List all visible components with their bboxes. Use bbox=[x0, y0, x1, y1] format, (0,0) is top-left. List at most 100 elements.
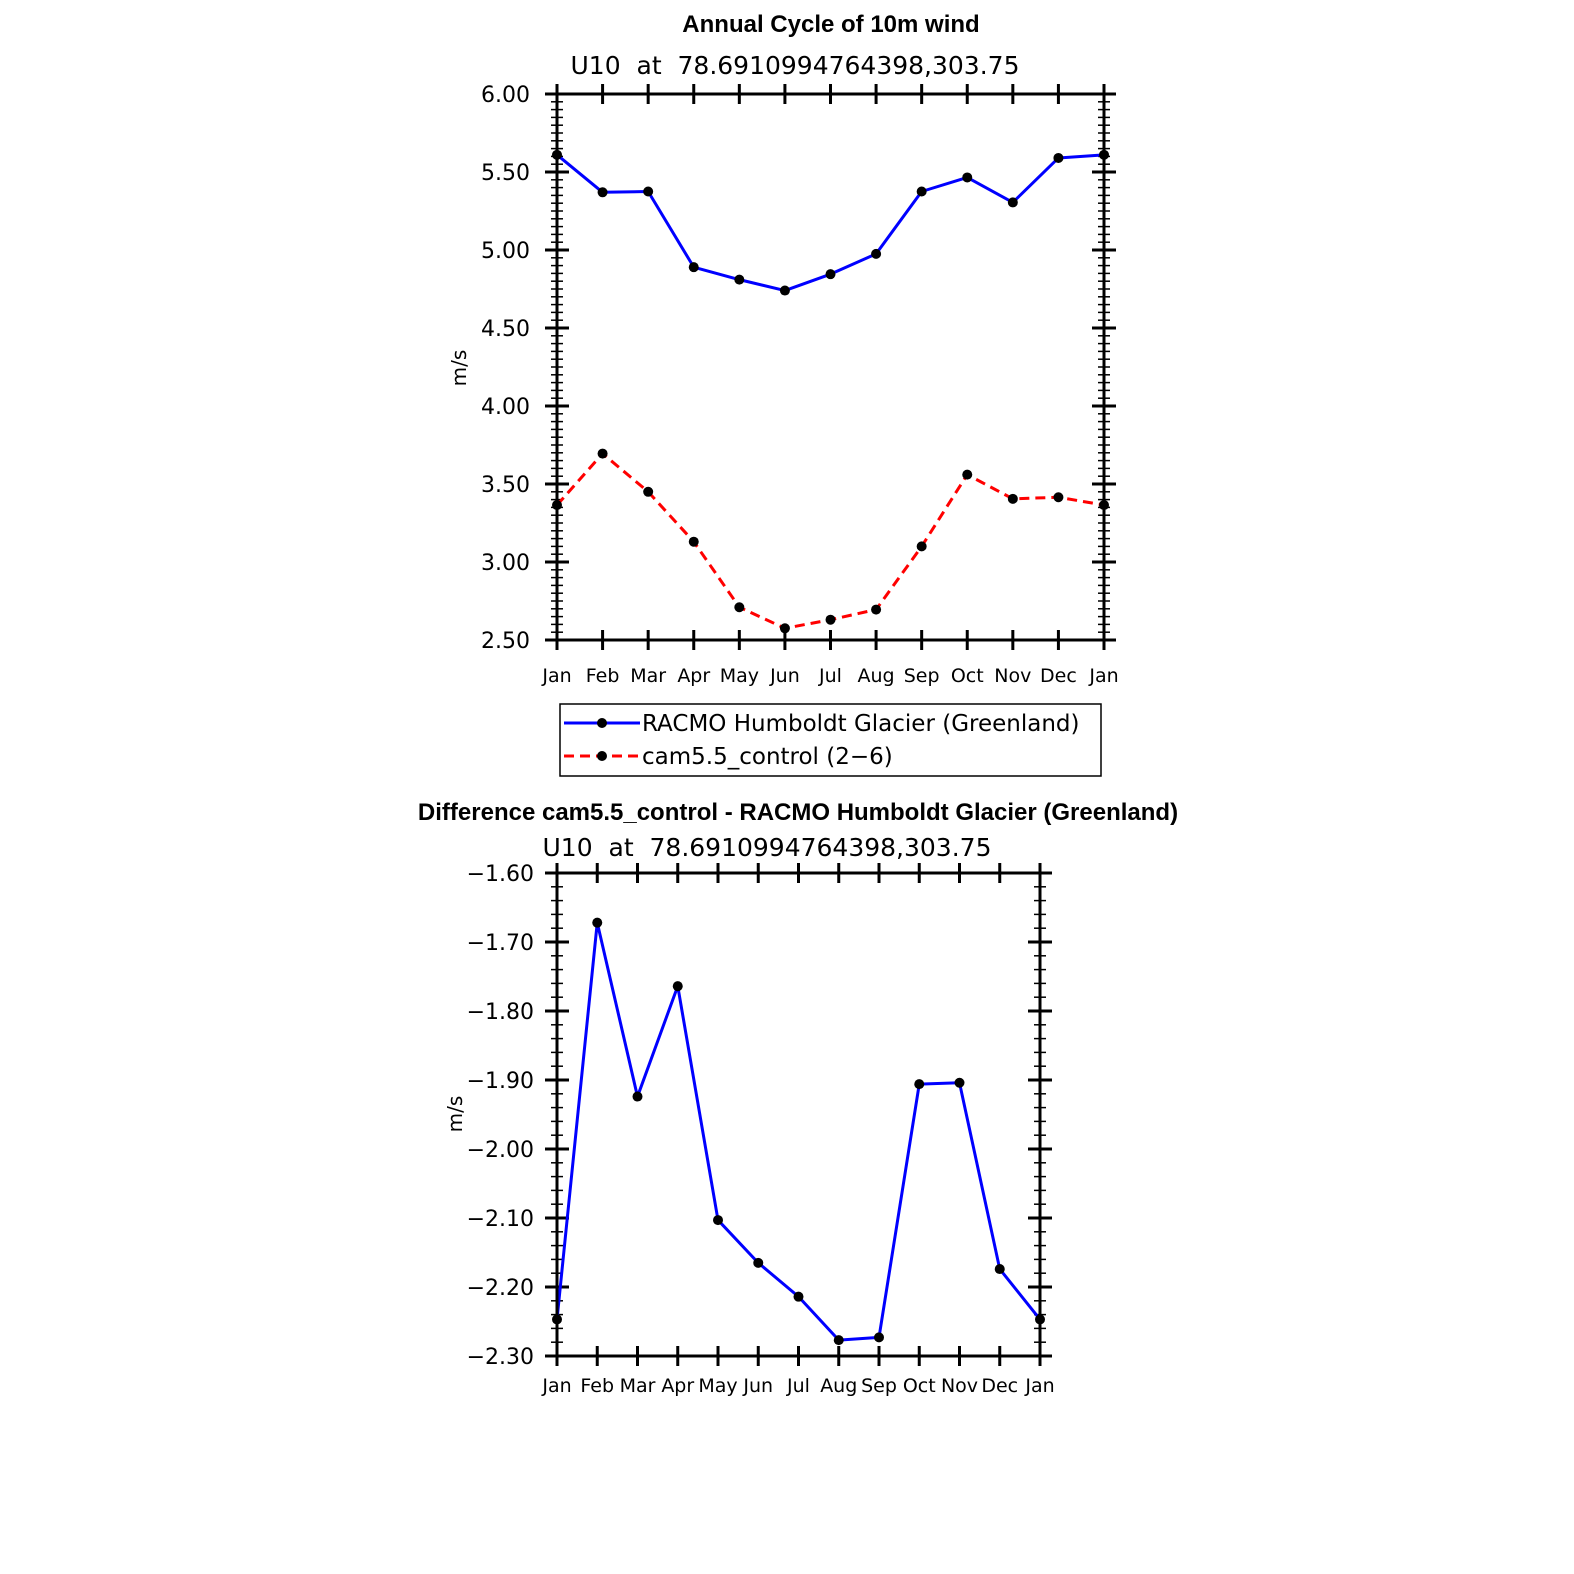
x-tick-label: Nov bbox=[994, 665, 1031, 687]
data-point bbox=[592, 917, 603, 928]
legend-marker-cam bbox=[597, 751, 607, 761]
data-point bbox=[962, 469, 973, 480]
y-tick-label: 2.50 bbox=[481, 629, 530, 654]
data-point bbox=[914, 1079, 925, 1090]
y-tick-label: −1.70 bbox=[467, 931, 534, 956]
x-tick-label: Jun bbox=[742, 1375, 773, 1397]
x-tick-label: Dec bbox=[1040, 665, 1077, 687]
data-point bbox=[688, 536, 699, 547]
data-point bbox=[793, 1291, 804, 1302]
chart2-ticks bbox=[545, 863, 1052, 1366]
y-tick-label: −2.20 bbox=[467, 1276, 534, 1301]
x-tick-label: Feb bbox=[586, 665, 620, 687]
data-point bbox=[643, 186, 654, 197]
y-tick-label: 3.00 bbox=[481, 551, 530, 576]
legend-box bbox=[559, 703, 1102, 777]
x-tick-label: Oct bbox=[903, 1375, 936, 1397]
difference-chart: Difference cam5.5_control - RACMO Humbol… bbox=[418, 799, 1178, 1397]
data-point bbox=[871, 248, 882, 259]
annual-cycle-chart: Annual Cycle of 10m wind U10 at 78.69109… bbox=[447, 11, 1119, 777]
x-tick-label: Feb bbox=[580, 1375, 614, 1397]
data-point bbox=[825, 614, 836, 625]
y-tick-label: −1.90 bbox=[467, 1069, 534, 1094]
y-tick-label: 4.00 bbox=[481, 395, 530, 420]
data-point bbox=[734, 274, 745, 285]
y-tick-label: −1.80 bbox=[467, 1000, 534, 1025]
y-tick-label: 6.00 bbox=[481, 83, 530, 108]
chart1-plot-frame bbox=[555, 92, 1106, 642]
y-tick-label: −2.10 bbox=[467, 1207, 534, 1232]
x-tick-label: Jun bbox=[769, 665, 800, 687]
x-tick-label: Sep bbox=[904, 665, 940, 687]
y-tick-label: 5.00 bbox=[481, 239, 530, 264]
data-point bbox=[688, 262, 699, 273]
y-tick-label: 5.50 bbox=[481, 161, 530, 186]
x-tick-label: Sep bbox=[861, 1375, 897, 1397]
legend-label-racmo: RACMO Humboldt Glacier (Greenland) bbox=[642, 711, 1079, 737]
data-point bbox=[916, 541, 927, 552]
data-point bbox=[1053, 492, 1064, 503]
data-point bbox=[632, 1091, 643, 1102]
x-tick-label: Apr bbox=[661, 1375, 694, 1397]
data-point bbox=[734, 602, 745, 613]
chart1-ticks bbox=[545, 84, 1116, 650]
data-point bbox=[1007, 493, 1018, 504]
data-point bbox=[871, 604, 882, 615]
x-tick-label: Jul bbox=[818, 665, 842, 687]
data-point bbox=[954, 1077, 965, 1088]
series-line-1 bbox=[555, 452, 1105, 630]
chart1-points bbox=[552, 149, 1109, 634]
chart2-points bbox=[552, 917, 1045, 1346]
chart2-ylabel: m/s bbox=[443, 1096, 467, 1133]
data-point bbox=[779, 623, 790, 634]
data-point bbox=[643, 486, 654, 497]
data-point bbox=[1053, 152, 1064, 163]
x-tick-label: Jan bbox=[1024, 1375, 1054, 1397]
chart2-plot-frame bbox=[555, 871, 1042, 1358]
y-tick-label: −2.30 bbox=[467, 1345, 534, 1370]
data-point bbox=[597, 187, 608, 198]
chart2-series-lines bbox=[555, 921, 1042, 1342]
chart1-subtitle: U10 at 78.6910994764398,303.75 bbox=[571, 51, 1020, 80]
x-tick-label: May bbox=[698, 1375, 737, 1397]
chart1-series-lines bbox=[555, 153, 1105, 630]
x-tick-label: Jan bbox=[541, 1375, 571, 1397]
chart2-y-tick-labels: −1.60 −1.70 −1.80 −1.90 −2.00 −2.10 −2.20 −2.30 bbox=[467, 862, 534, 1370]
data-point bbox=[597, 448, 608, 459]
data-point bbox=[825, 269, 836, 280]
data-point bbox=[916, 186, 927, 197]
data-point bbox=[713, 1215, 723, 1226]
chart1-ylabel: m/s bbox=[447, 350, 471, 387]
data-point bbox=[779, 285, 790, 296]
x-tick-label: Dec bbox=[981, 1375, 1018, 1397]
legend-entry-racmo: RACMO Humboldt Glacier (Greenland) bbox=[564, 711, 1079, 737]
x-tick-label: Mar bbox=[630, 665, 666, 687]
x-tick-label: Jan bbox=[1088, 665, 1118, 687]
data-point bbox=[833, 1335, 844, 1346]
x-tick-label: Aug bbox=[858, 665, 895, 687]
x-tick-label: Oct bbox=[951, 665, 984, 687]
series-line-0 bbox=[555, 921, 1042, 1342]
y-tick-label: 4.50 bbox=[481, 317, 530, 342]
x-tick-label: Nov bbox=[941, 1375, 978, 1397]
y-tick-label: −2.00 bbox=[467, 1138, 534, 1163]
x-tick-label: Apr bbox=[677, 665, 710, 687]
x-tick-label: Aug bbox=[820, 1375, 857, 1397]
data-point bbox=[753, 1257, 764, 1268]
data-point bbox=[874, 1332, 884, 1343]
chart2-x-tick-labels: Jan Feb Mar Apr May Jun Jul Aug Sep Oct Nov Dec Jan bbox=[541, 1375, 1054, 1397]
chart1-legend: RACMO Humboldt Glacier (Greenland) cam5.… bbox=[559, 703, 1102, 777]
legend-entry-cam: cam5.5_control (2−6) bbox=[564, 744, 893, 770]
chart2-title: Difference cam5.5_control - RACMO Humbol… bbox=[418, 799, 1178, 826]
y-tick-label: 3.50 bbox=[481, 473, 530, 498]
y-tick-label: −1.60 bbox=[467, 862, 534, 887]
chart1-y-tick-labels: 6.00 5.50 5.00 4.50 4.00 3.50 3.00 2.50 bbox=[481, 83, 530, 654]
chart1-x-tick-labels: Jan Feb Mar Apr May Jun Jul Aug Sep Oct Nov Dec Jan bbox=[541, 665, 1118, 687]
data-point bbox=[962, 172, 973, 183]
x-tick-label: Jul bbox=[786, 1375, 810, 1397]
chart2-subtitle: U10 at 78.6910994764398,303.75 bbox=[543, 833, 992, 862]
chart1-title: Annual Cycle of 10m wind bbox=[682, 11, 979, 38]
data-point bbox=[994, 1264, 1005, 1275]
data-point bbox=[1007, 197, 1018, 208]
